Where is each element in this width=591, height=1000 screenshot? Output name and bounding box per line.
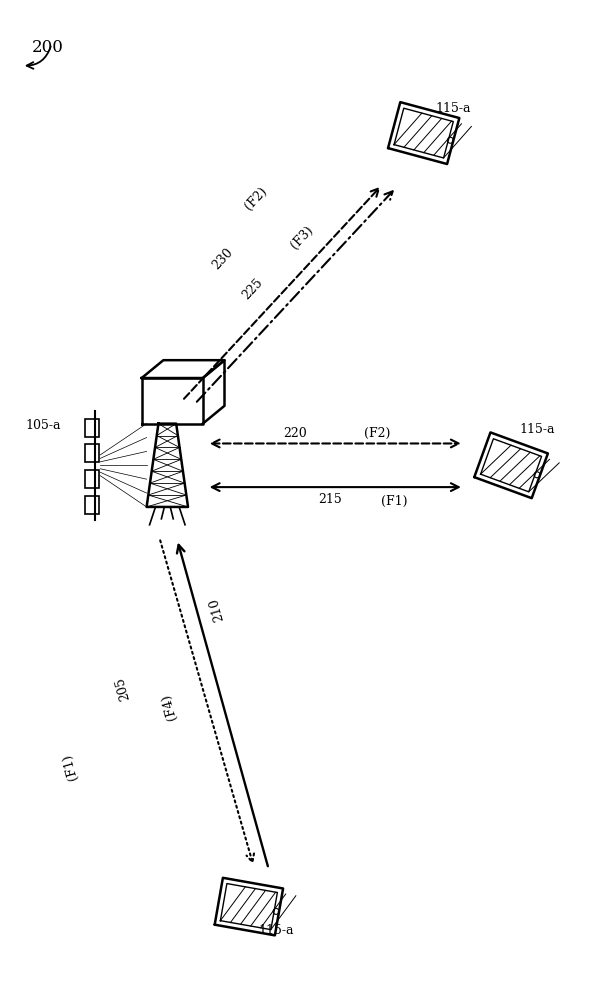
Text: 115-a: 115-a [519, 423, 554, 436]
Text: (F4): (F4) [160, 693, 179, 722]
Text: (F2): (F2) [364, 427, 390, 440]
Bar [86, 419, 99, 437]
Text: (F1): (F1) [60, 752, 80, 781]
Text: 115-a: 115-a [436, 102, 471, 115]
Text: 200: 200 [32, 39, 64, 56]
Text: (F1): (F1) [381, 495, 408, 508]
Text: 205: 205 [113, 675, 132, 702]
Bar [86, 496, 99, 514]
Text: 225: 225 [239, 276, 265, 302]
Bar [86, 444, 99, 462]
Text: 105-a: 105-a [26, 419, 61, 432]
Text: (F2): (F2) [242, 184, 269, 212]
Text: 115-a: 115-a [259, 924, 294, 937]
Text: (F3): (F3) [288, 224, 316, 252]
Text: 215: 215 [319, 493, 342, 506]
Text: 230: 230 [210, 246, 236, 272]
Text: 210: 210 [207, 596, 226, 622]
Bar [86, 470, 99, 488]
Text: 220: 220 [284, 427, 307, 440]
